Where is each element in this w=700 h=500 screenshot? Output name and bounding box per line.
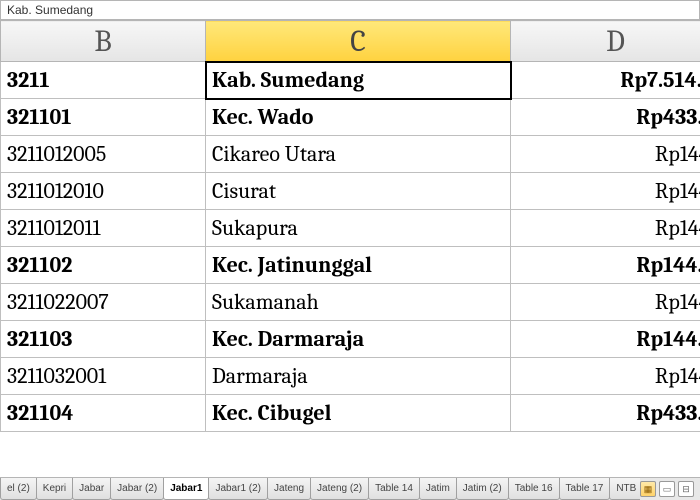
cell[interactable]: Darmaraja	[206, 358, 511, 395]
column-header-c[interactable]: C	[206, 21, 511, 62]
cell[interactable]: 3211022007	[1, 284, 206, 321]
cell[interactable]: 321101	[1, 99, 206, 136]
cell[interactable]: Sukamanah	[206, 284, 511, 321]
formula-bar-value: Kab. Sumedang	[7, 3, 93, 17]
formula-bar[interactable]: Kab. Sumedang	[0, 0, 700, 20]
sheet-tab[interactable]: Table 16	[508, 478, 560, 500]
table-row: 3211012005Cikareo UtaraRp144.	[1, 136, 700, 173]
sheet-tab[interactable]: Jatim (2)	[456, 478, 509, 500]
cell[interactable]: Rp433.5	[511, 395, 700, 432]
normal-view-icon[interactable]: ▦	[640, 481, 656, 497]
table-row: 3211012011SukapuraRp144.	[1, 210, 700, 247]
sheet-tab[interactable]: Jabar1	[163, 478, 209, 500]
cell[interactable]: Kec. Cibugel	[206, 395, 511, 432]
table-row: 3211012010CisuratRp144.	[1, 173, 700, 210]
spreadsheet-grid[interactable]: BCD3211Kab. SumedangRp7.514.8321101Kec. …	[0, 20, 700, 432]
sheet-tab[interactable]: el (2)	[0, 478, 37, 500]
cell[interactable]: Kab. Sumedang	[206, 62, 511, 99]
cell[interactable]: Rp433.5	[511, 99, 700, 136]
cell[interactable]: Rp7.514.8	[511, 62, 700, 99]
cell[interactable]: 321104	[1, 395, 206, 432]
cell[interactable]: 321103	[1, 321, 206, 358]
table-row: 321104Kec. CibugelRp433.5	[1, 395, 700, 432]
sheet-tab[interactable]: Jabar1 (2)	[208, 478, 268, 500]
cell[interactable]: 3211012010	[1, 173, 206, 210]
cell[interactable]: Rp144.5	[511, 321, 700, 358]
cell[interactable]: 3211012011	[1, 210, 206, 247]
view-icons: ▦ ▭ ⊟	[640, 478, 700, 500]
cell[interactable]: Rp144.	[511, 284, 700, 321]
sheet-tab[interactable]: Jatim	[419, 478, 457, 500]
cell[interactable]: Rp144.	[511, 210, 700, 247]
sheet-tab[interactable]: Table 17	[559, 478, 611, 500]
table-row: 321103Kec. DarmarajaRp144.5	[1, 321, 700, 358]
cell[interactable]: Kec. Wado	[206, 99, 511, 136]
cell[interactable]: 3211	[1, 62, 206, 99]
column-header-d[interactable]: D	[511, 21, 700, 62]
cell[interactable]: Cisurat	[206, 173, 511, 210]
sheet-tab[interactable]: Jabar	[72, 478, 111, 500]
sheet-tab[interactable]: Jabar (2)	[110, 478, 164, 500]
cell[interactable]: Rp144.	[511, 358, 700, 395]
sheet-tab[interactable]: Table 14	[368, 478, 420, 500]
cell[interactable]: Rp144.5	[511, 247, 700, 284]
page-break-icon[interactable]: ⊟	[678, 481, 694, 497]
cell[interactable]: Rp144.	[511, 173, 700, 210]
cell[interactable]: Rp144.	[511, 136, 700, 173]
table-row: 321101Kec. WadoRp433.5	[1, 99, 700, 136]
table-row: 3211Kab. SumedangRp7.514.8	[1, 62, 700, 99]
sheet-tab[interactable]: NTB	[609, 478, 640, 500]
sheet-tab[interactable]: Kepri	[36, 478, 73, 500]
sheet-tab[interactable]: Jateng (2)	[310, 478, 369, 500]
table-row: 321102Kec. JatinunggalRp144.5	[1, 247, 700, 284]
cell[interactable]: 3211012005	[1, 136, 206, 173]
column-header-b[interactable]: B	[1, 21, 206, 62]
cell[interactable]: Sukapura	[206, 210, 511, 247]
sheet-tab[interactable]: Jateng	[267, 478, 311, 500]
cell[interactable]: 3211032001	[1, 358, 206, 395]
table-row: 3211022007SukamanahRp144.	[1, 284, 700, 321]
page-layout-icon[interactable]: ▭	[659, 481, 675, 497]
cell[interactable]: 321102	[1, 247, 206, 284]
cell[interactable]: Kec. Darmaraja	[206, 321, 511, 358]
table-row: 3211032001DarmarajaRp144.	[1, 358, 700, 395]
cell[interactable]: Kec. Jatinunggal	[206, 247, 511, 284]
sheet-tab-bar[interactable]: el (2)KepriJabarJabar (2)Jabar1Jabar1 (2…	[0, 477, 700, 500]
cell[interactable]: Cikareo Utara	[206, 136, 511, 173]
